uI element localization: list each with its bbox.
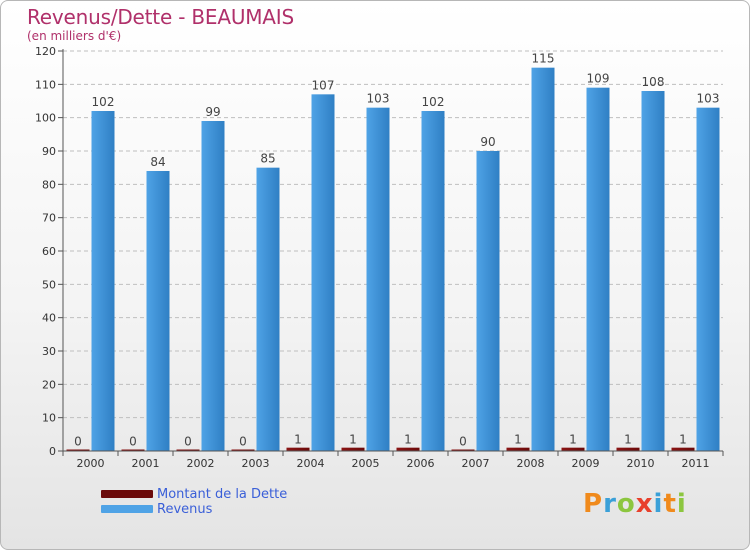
bars: 0 102 0 84 0 99 0 85 1 107 1 103 1 102 0 90 1 115 1 109 1 108… — [66, 52, 720, 452]
debt-value-label: 1 — [679, 433, 687, 447]
revenue-value-label: 85 — [260, 152, 275, 166]
x-tick-label: 2008 — [517, 457, 545, 470]
y-tick-label: 120 — [35, 45, 56, 58]
revenue-value-label: 84 — [150, 155, 165, 169]
revenue-value-label: 103 — [367, 92, 390, 106]
y-tick-label: 0 — [49, 445, 56, 458]
debt-value-label: 1 — [569, 433, 577, 447]
debt-bar — [286, 447, 310, 451]
debt-bar — [506, 447, 530, 451]
revenue-value-label: 102 — [422, 95, 445, 109]
revenue-bar — [256, 167, 280, 451]
y-tick-label: 60 — [42, 245, 56, 258]
logo-letter: i — [676, 489, 687, 519]
y-tick-label: 10 — [42, 412, 56, 425]
debt-bar — [396, 447, 420, 451]
debt-value-label: 0 — [184, 435, 192, 449]
revenue-bar — [366, 107, 390, 452]
legend-swatch-debt — [101, 490, 153, 498]
revenue-value-label: 103 — [697, 92, 720, 106]
chart-subtitle: (en milliers d'€) — [27, 29, 122, 43]
revenue-value-label: 102 — [92, 95, 115, 109]
logo-letter: P — [583, 489, 604, 519]
logo-letter: r — [603, 489, 617, 519]
x-axis: 2000 2001 2002 2003 2004 2005 2006 2007 2008 2009… — [62, 450, 724, 470]
revenue-value-label: 90 — [480, 135, 495, 149]
legend-label-debt: Montant de la Dette — [157, 487, 288, 502]
x-tick-label: 2010 — [627, 457, 655, 470]
legend-swatch-revenue — [101, 505, 153, 513]
revenue-bar — [146, 171, 170, 451]
x-tick-label: 2000 — [77, 457, 105, 470]
revenue-value-label: 107 — [312, 78, 335, 92]
revenue-bar — [311, 94, 335, 451]
revenue-value-label: 115 — [532, 52, 555, 66]
debt-value-label: 0 — [459, 435, 467, 449]
revenue-bar — [641, 91, 665, 451]
debt-bar — [561, 447, 585, 451]
legend-label-revenue: Revenus — [157, 502, 213, 517]
revenue-bar — [531, 67, 555, 452]
x-tick-label: 2001 — [132, 457, 160, 470]
debt-bar — [616, 447, 640, 451]
y-tick-label: 40 — [42, 312, 56, 325]
revenue-bar — [696, 107, 720, 452]
revenue-value-label: 99 — [205, 105, 220, 119]
y-tick-label: 70 — [42, 212, 56, 225]
debt-value-label: 0 — [129, 435, 137, 449]
debt-bar — [671, 447, 695, 451]
revenue-bar — [201, 121, 225, 451]
y-tick-label: 100 — [35, 112, 56, 125]
x-tick-label: 2004 — [297, 457, 325, 470]
x-tick-label: 2002 — [187, 457, 215, 470]
y-tick-label: 80 — [42, 178, 56, 191]
debt-value-label: 0 — [74, 435, 82, 449]
debt-value-label: 1 — [624, 433, 632, 447]
y-tick-label: 110 — [35, 78, 56, 91]
debt-bar — [121, 449, 145, 451]
x-tick-label: 2003 — [242, 457, 270, 470]
debt-bar — [341, 447, 365, 451]
debt-bar — [66, 449, 90, 451]
revenue-value-label: 109 — [587, 72, 610, 86]
debt-bar — [176, 449, 200, 451]
revenue-bar — [586, 87, 610, 452]
debt-value-label: 1 — [349, 433, 357, 447]
revenue-bar — [91, 111, 115, 451]
proxiti-logo: Proxiti — [583, 489, 687, 519]
logo-letter: o — [616, 489, 636, 519]
logo-letter: i — [653, 489, 664, 519]
debt-value-label: 1 — [294, 433, 302, 447]
x-tick-label: 2006 — [407, 457, 435, 470]
chart-title: Revenus/Dette - BEAUMAIS — [27, 5, 294, 29]
y-tick-label: 30 — [42, 345, 56, 358]
debt-value-label: 0 — [239, 435, 247, 449]
debt-bar — [451, 449, 475, 451]
x-tick-label: 2007 — [462, 457, 490, 470]
y-tick-label: 50 — [42, 278, 56, 291]
y-tick-label: 20 — [42, 378, 56, 391]
debt-bar — [231, 449, 255, 451]
debt-value-label: 1 — [404, 433, 412, 447]
logo-letter: x — [635, 489, 654, 519]
y-axis: 0 10 20 30 40 50 60 70 80 90 100 110 120 — [35, 45, 64, 458]
x-tick-label: 2005 — [352, 457, 380, 470]
x-tick-label: 2009 — [572, 457, 600, 470]
revenue-bar — [476, 151, 500, 451]
revenue-bar — [421, 111, 445, 451]
x-tick-label: 2011 — [682, 457, 710, 470]
revenue-value-label: 108 — [642, 75, 665, 89]
debt-value-label: 1 — [514, 433, 522, 447]
y-tick-label: 90 — [42, 145, 56, 158]
logo-letter: t — [663, 489, 677, 519]
